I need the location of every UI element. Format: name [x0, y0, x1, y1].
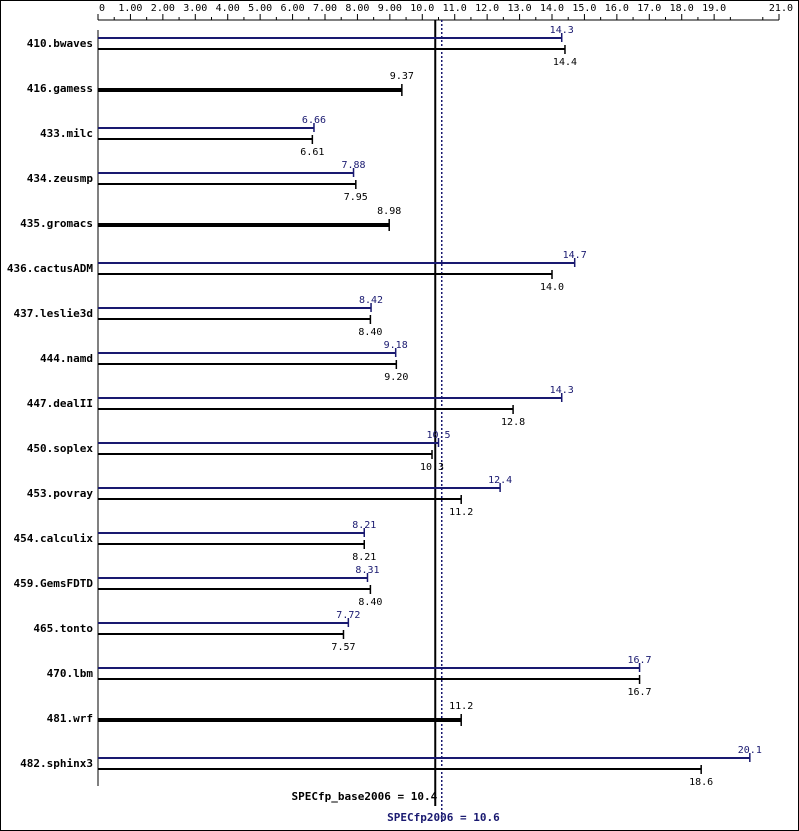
benchmark-label: 447.dealII	[27, 397, 93, 410]
base-value-label: 8.40	[358, 327, 382, 338]
base-value-label: 16.7	[628, 687, 652, 698]
peak-value-label: 16.7	[628, 655, 652, 666]
base-value-label: 14.4	[553, 57, 577, 68]
peak-value-label: 20.1	[738, 745, 762, 756]
benchmark-label: 465.tonto	[33, 622, 93, 635]
benchmark-label: 436.cactusADM	[7, 262, 93, 275]
benchmark-label: 410.bwaves	[27, 37, 93, 50]
base-value-label: 8.40	[358, 597, 382, 608]
peak-value-label: 14.7	[563, 250, 587, 261]
peak-value-label: 14.3	[550, 25, 574, 36]
benchmark-label: 435.gromacs	[20, 217, 93, 230]
x-tick-label: 19.0	[702, 3, 726, 14]
base-value-label: 10.3	[420, 462, 444, 473]
bars	[98, 33, 751, 774]
peak-value-label: 6.66	[302, 115, 326, 126]
peak-value-label: 14.3	[550, 385, 574, 396]
base-value-label: 11.2	[449, 701, 473, 712]
x-tick-label: 2.00	[151, 3, 175, 14]
x-tick-label: 10.0	[410, 3, 434, 14]
x-tick-label: 4.00	[216, 3, 240, 14]
benchmark-label: 459.GemsFDTD	[14, 577, 94, 590]
base-value-label: 8.21	[352, 552, 376, 563]
base-value-label: 14.0	[540, 282, 564, 293]
benchmark-label: 416.gamess	[27, 82, 93, 95]
peak-value-label: 10.5	[426, 430, 450, 441]
labels: SPECfp_base2006 = 10.4 SPECfp2006 = 10.6 4…	[7, 25, 762, 824]
base-value-label: 8.98	[377, 206, 401, 217]
base-value-label: 9.20	[384, 372, 408, 383]
base-value-label: 11.2	[449, 507, 473, 518]
benchmark-label: 470.lbm	[47, 667, 94, 680]
x-tick-label: 3.00	[183, 3, 207, 14]
benchmark-label: 481.wrf	[47, 712, 93, 725]
x-tick-label: 18.0	[670, 3, 694, 14]
benchmark-label: 482.sphinx3	[20, 757, 93, 770]
base-value-label: 12.8	[501, 417, 525, 428]
x-tick-label: 21.0	[769, 3, 793, 14]
x-tick-label: 12.0	[475, 3, 499, 14]
benchmark-label: 433.milc	[40, 127, 93, 140]
x-tick-label: 8.00	[345, 3, 369, 14]
x-tick-label: 1.00	[118, 3, 142, 14]
base-value-label: 18.6	[689, 777, 713, 788]
base-value-label: 6.61	[300, 147, 324, 158]
x-tick-label: 14.0	[540, 3, 564, 14]
x-tick-label: 15.0	[572, 3, 596, 14]
x-tick-label: 5.00	[248, 3, 272, 14]
peak-value-label: 7.72	[336, 610, 360, 621]
x-tick-label: 7.00	[313, 3, 337, 14]
peak-summary-label: SPECfp2006 = 10.6	[387, 811, 500, 824]
x-tick-label: 6.00	[281, 3, 305, 14]
peak-value-label: 7.88	[341, 160, 365, 171]
x-tick-label: 13.0	[508, 3, 532, 14]
benchmark-label: 434.zeusmp	[27, 172, 94, 185]
x-tick-label: 9.00	[378, 3, 402, 14]
x-tick-label: 17.0	[637, 3, 661, 14]
base-value-label: 7.95	[344, 192, 368, 203]
peak-value-label: 8.31	[355, 565, 379, 576]
benchmark-label: 437.leslie3d	[14, 307, 93, 320]
x-tick-label: 16.0	[605, 3, 629, 14]
benchmark-label: 444.namd	[40, 352, 93, 365]
reference-lines	[434, 20, 443, 822]
base-summary-label: SPECfp_base2006 = 10.4	[292, 790, 438, 803]
x-tick-label: 11.0	[443, 3, 467, 14]
x-tick-label: 0	[99, 3, 105, 14]
base-value-label: 7.57	[331, 642, 355, 653]
base-value-label: 9.37	[390, 71, 414, 82]
peak-value-label: 8.21	[352, 520, 376, 531]
peak-value-label: 9.18	[384, 340, 408, 351]
peak-value-label: 12.4	[488, 475, 512, 486]
peak-value-label: 8.42	[359, 295, 383, 306]
benchmark-label: 453.povray	[27, 487, 94, 500]
benchmark-label: 454.calculix	[14, 532, 94, 545]
benchmark-label: 450.soplex	[27, 442, 94, 455]
